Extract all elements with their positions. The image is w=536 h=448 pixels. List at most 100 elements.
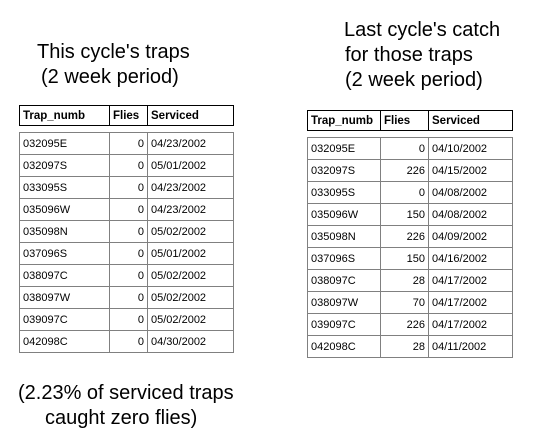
- flies-cell[interactable]: 0: [109, 198, 148, 221]
- header-flies[interactable]: Flies: [109, 105, 148, 126]
- last-cycle-title-line3: (2 week period): [345, 69, 483, 91]
- serviced-date-cell[interactable]: 04/17/2002: [428, 269, 513, 292]
- table-row[interactable]: 032095E 0 04/23/2002: [19, 132, 234, 155]
- serviced-date-cell[interactable]: 05/02/2002: [147, 308, 234, 331]
- serviced-date-cell[interactable]: 04/15/2002: [428, 159, 513, 182]
- table-row[interactable]: 033095S 0 04/23/2002: [19, 176, 234, 199]
- flies-cell[interactable]: 0: [109, 330, 148, 353]
- flies-cell[interactable]: 0: [109, 176, 148, 199]
- flies-cell[interactable]: 226: [380, 225, 429, 248]
- trap-number-cell[interactable]: 033095S: [19, 176, 110, 199]
- table-row[interactable]: 038097W 0 05/02/2002: [19, 286, 234, 309]
- trap-number-cell[interactable]: 032097S: [19, 154, 110, 177]
- serviced-date-cell[interactable]: 04/17/2002: [428, 313, 513, 336]
- trap-number-cell[interactable]: 037096S: [307, 247, 381, 270]
- serviced-date-cell[interactable]: 05/01/2002: [147, 242, 234, 265]
- serviced-date-cell[interactable]: 04/23/2002: [147, 198, 234, 221]
- trap-number-cell[interactable]: 039097C: [19, 308, 110, 331]
- flies-cell[interactable]: 226: [380, 159, 429, 182]
- flies-cell[interactable]: 226: [380, 313, 429, 336]
- trap-number-cell[interactable]: 035098N: [307, 225, 381, 248]
- table-row[interactable]: 037096S 150 04/16/2002: [307, 247, 513, 270]
- flies-cell[interactable]: 150: [380, 247, 429, 270]
- table-row[interactable]: 033095S 0 04/08/2002: [307, 181, 513, 204]
- trap-number-cell[interactable]: 039097C: [307, 313, 381, 336]
- flies-cell[interactable]: 70: [380, 291, 429, 314]
- serviced-date-cell[interactable]: 04/10/2002: [428, 137, 513, 160]
- trap-number-cell[interactable]: 032095E: [19, 132, 110, 155]
- flies-cell[interactable]: 28: [380, 269, 429, 292]
- table-header-row: Trap_numb Flies Serviced: [19, 105, 234, 126]
- flies-cell[interactable]: 0: [109, 308, 148, 331]
- table-header-row: Trap_numb Flies Serviced: [307, 110, 513, 131]
- flies-cell[interactable]: 0: [109, 286, 148, 309]
- header-trap-number[interactable]: Trap_numb: [307, 110, 381, 131]
- serviced-date-cell[interactable]: 04/09/2002: [428, 225, 513, 248]
- header-flies[interactable]: Flies: [380, 110, 429, 131]
- trap-number-cell[interactable]: 033095S: [307, 181, 381, 204]
- serviced-date-cell[interactable]: 04/16/2002: [428, 247, 513, 270]
- serviced-date-cell[interactable]: 05/02/2002: [147, 220, 234, 243]
- last-cycle-title: Last cycle's catch for those traps (2 we…: [344, 18, 500, 93]
- trap-number-cell[interactable]: 038097C: [307, 269, 381, 292]
- serviced-date-cell[interactable]: 04/23/2002: [147, 176, 234, 199]
- flies-cell[interactable]: 28: [380, 335, 429, 358]
- header-trap-number[interactable]: Trap_numb: [19, 105, 110, 126]
- serviced-date-cell[interactable]: 05/02/2002: [147, 264, 234, 287]
- table-row[interactable]: 032095E 0 04/10/2002: [307, 137, 513, 160]
- serviced-date-cell[interactable]: 05/01/2002: [147, 154, 234, 177]
- table-row[interactable]: 035096W 150 04/08/2002: [307, 203, 513, 226]
- table-row[interactable]: 035098N 0 05/02/2002: [19, 220, 234, 243]
- trap-number-cell[interactable]: 038097W: [307, 291, 381, 314]
- flies-cell[interactable]: 0: [380, 181, 429, 204]
- table-row[interactable]: 038097C 28 04/17/2002: [307, 269, 513, 292]
- trap-number-cell[interactable]: 038097W: [19, 286, 110, 309]
- table-row[interactable]: 038097W 70 04/17/2002: [307, 291, 513, 314]
- flies-cell[interactable]: 150: [380, 203, 429, 226]
- table-row[interactable]: 035096W 0 04/23/2002: [19, 198, 234, 221]
- trap-number-cell[interactable]: 042098C: [19, 330, 110, 353]
- trap-number-cell[interactable]: 032097S: [307, 159, 381, 182]
- table-row[interactable]: 032097S 226 04/15/2002: [307, 159, 513, 182]
- table-row[interactable]: 039097C 226 04/17/2002: [307, 313, 513, 336]
- flies-cell[interactable]: 0: [380, 137, 429, 160]
- flies-cell[interactable]: 0: [109, 220, 148, 243]
- table-row[interactable]: 039097C 0 05/02/2002: [19, 308, 234, 331]
- this-cycle-traps-table: Trap_numb Flies Serviced 032095E 0 04/23/2…: [19, 105, 234, 353]
- flies-cell[interactable]: 0: [109, 132, 148, 155]
- this-cycle-title-line2: (2 week period): [41, 66, 179, 88]
- last-cycle-title-line2: for those traps: [345, 44, 473, 66]
- serviced-date-cell[interactable]: 04/23/2002: [147, 132, 234, 155]
- trap-number-cell[interactable]: 035096W: [307, 203, 381, 226]
- serviced-date-cell[interactable]: 04/08/2002: [428, 181, 513, 204]
- flies-cell[interactable]: 0: [109, 264, 148, 287]
- serviced-date-cell[interactable]: 04/30/2002: [147, 330, 234, 353]
- flies-cell[interactable]: 0: [109, 154, 148, 177]
- serviced-date-cell[interactable]: 04/08/2002: [428, 203, 513, 226]
- last-cycle-title-line1: Last cycle's catch: [344, 19, 501, 41]
- flies-cell[interactable]: 0: [109, 242, 148, 265]
- trap-number-cell[interactable]: 037096S: [19, 242, 110, 265]
- table-row[interactable]: 037096S 0 05/01/2002: [19, 242, 234, 265]
- serviced-date-cell[interactable]: 05/02/2002: [147, 286, 234, 309]
- table-row[interactable]: 042098C 28 04/11/2002: [307, 335, 513, 358]
- this-cycle-title-line1: This cycle's traps: [37, 41, 190, 63]
- this-cycle-table-body: 032095E 0 04/23/2002 032097S 0 05/01/2002 0330…: [19, 132, 234, 353]
- serviced-date-cell[interactable]: 04/11/2002: [428, 335, 513, 358]
- trap-number-cell[interactable]: 038097C: [19, 264, 110, 287]
- trap-number-cell[interactable]: 032095E: [307, 137, 381, 160]
- table-row[interactable]: 042098C 0 04/30/2002: [19, 330, 234, 353]
- trap-number-cell[interactable]: 035096W: [19, 198, 110, 221]
- trap-number-cell[interactable]: 035098N: [19, 220, 110, 243]
- table-row[interactable]: 035098N 226 04/09/2002: [307, 225, 513, 248]
- zero-catch-footnote: (2.23% of serviced traps caught zero fli…: [18, 381, 234, 431]
- last-cycle-traps-table: Trap_numb Flies Serviced 032095E 0 04/10/2…: [307, 110, 513, 358]
- header-serviced[interactable]: Serviced: [428, 110, 513, 131]
- serviced-date-cell[interactable]: 04/17/2002: [428, 291, 513, 314]
- trap-number-cell[interactable]: 042098C: [307, 335, 381, 358]
- table-row[interactable]: 038097C 0 05/02/2002: [19, 264, 234, 287]
- this-cycle-title: This cycle's traps (2 week period): [37, 40, 190, 90]
- header-serviced[interactable]: Serviced: [147, 105, 234, 126]
- footnote-line1: (2.23% of serviced traps: [18, 382, 234, 404]
- table-row[interactable]: 032097S 0 05/01/2002: [19, 154, 234, 177]
